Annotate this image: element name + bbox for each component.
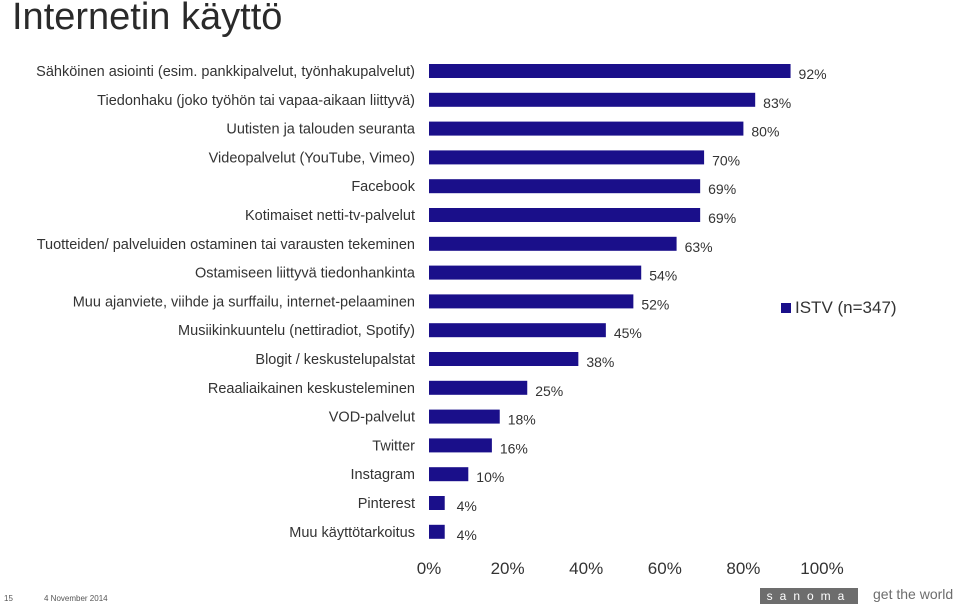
category-label: Muu käyttötarkoitus bbox=[289, 525, 415, 541]
brand-logo: sanoma bbox=[760, 588, 858, 604]
legend-swatch bbox=[781, 303, 791, 313]
category-label: Musiikinkuuntelu (nettiradiot, Spotify) bbox=[178, 323, 415, 339]
data-label: 16% bbox=[500, 440, 528, 456]
bar bbox=[429, 323, 606, 338]
slide-title: Internetin käyttö bbox=[12, 0, 283, 38]
category-label: Instagram bbox=[351, 467, 415, 483]
x-tick-label: 0% bbox=[417, 559, 442, 578]
data-label: 54% bbox=[649, 268, 677, 284]
bar bbox=[429, 265, 642, 280]
data-label: 18% bbox=[508, 412, 536, 428]
data-label: 10% bbox=[476, 469, 504, 485]
data-label: 70% bbox=[712, 152, 740, 168]
data-label: 4% bbox=[457, 527, 477, 543]
category-label: Twitter bbox=[372, 438, 415, 454]
bar bbox=[429, 294, 634, 309]
x-tick-label: 80% bbox=[726, 559, 760, 578]
category-label: Sähköinen asiointi (esim. pankkipalvelut… bbox=[36, 64, 415, 80]
category-label: Ostamiseen liittyvä tiedonhankinta bbox=[195, 266, 416, 282]
category-label: VOD-palvelut bbox=[329, 410, 415, 426]
category-label: Blogit / keskustelupalstat bbox=[255, 352, 415, 368]
data-label: 83% bbox=[763, 95, 791, 111]
bar bbox=[429, 380, 528, 395]
data-label: 45% bbox=[614, 325, 642, 341]
data-label: 92% bbox=[799, 66, 827, 82]
category-label: Videopalvelut (YouTube, Vimeo) bbox=[209, 150, 415, 166]
legend-label: ISTV (n=347) bbox=[795, 298, 897, 317]
bar bbox=[429, 92, 756, 107]
data-label: 63% bbox=[685, 239, 713, 255]
bar bbox=[429, 208, 701, 222]
data-label: 4% bbox=[457, 498, 477, 514]
footer-date: 4 November 2014 bbox=[44, 594, 108, 603]
category-label: Pinterest bbox=[358, 496, 415, 512]
category-label: Muu ajanviete, viihde ja surffailu, inte… bbox=[73, 294, 415, 310]
category-label: Uutisten ja talouden seuranta bbox=[226, 122, 416, 138]
data-label: 80% bbox=[751, 124, 779, 140]
x-tick-label: 100% bbox=[800, 559, 843, 578]
data-label: 52% bbox=[641, 296, 669, 312]
bar bbox=[429, 438, 492, 453]
bar bbox=[429, 496, 445, 510]
data-label: 25% bbox=[535, 383, 563, 399]
bar bbox=[429, 524, 445, 539]
x-tick-label: 60% bbox=[648, 559, 682, 578]
bar bbox=[429, 64, 791, 78]
bar bbox=[429, 467, 469, 482]
category-label: Facebook bbox=[351, 179, 415, 195]
category-label: Tuotteiden/ palveluiden ostaminen tai va… bbox=[37, 237, 415, 253]
data-label: 69% bbox=[708, 210, 736, 226]
bar bbox=[429, 179, 701, 194]
category-label: Reaaliaikainen keskusteleminen bbox=[208, 381, 415, 397]
data-label: 69% bbox=[708, 181, 736, 197]
brand-tagline: get the world bbox=[873, 586, 954, 602]
x-tick-label: 20% bbox=[491, 559, 525, 578]
category-label: Kotimaiset netti-tv-palvelut bbox=[245, 208, 415, 224]
bar bbox=[429, 150, 705, 165]
slide-number: 15 bbox=[4, 594, 13, 603]
bar bbox=[429, 352, 579, 366]
bar bbox=[429, 121, 744, 136]
bar bbox=[429, 409, 500, 424]
bar bbox=[429, 236, 677, 251]
category-label: Tiedonhaku (joko työhön tai vapaa-aikaan… bbox=[97, 93, 415, 109]
data-label: 38% bbox=[586, 354, 614, 370]
x-tick-label: 40% bbox=[569, 559, 603, 578]
legend: ISTV (n=347) bbox=[781, 298, 897, 318]
